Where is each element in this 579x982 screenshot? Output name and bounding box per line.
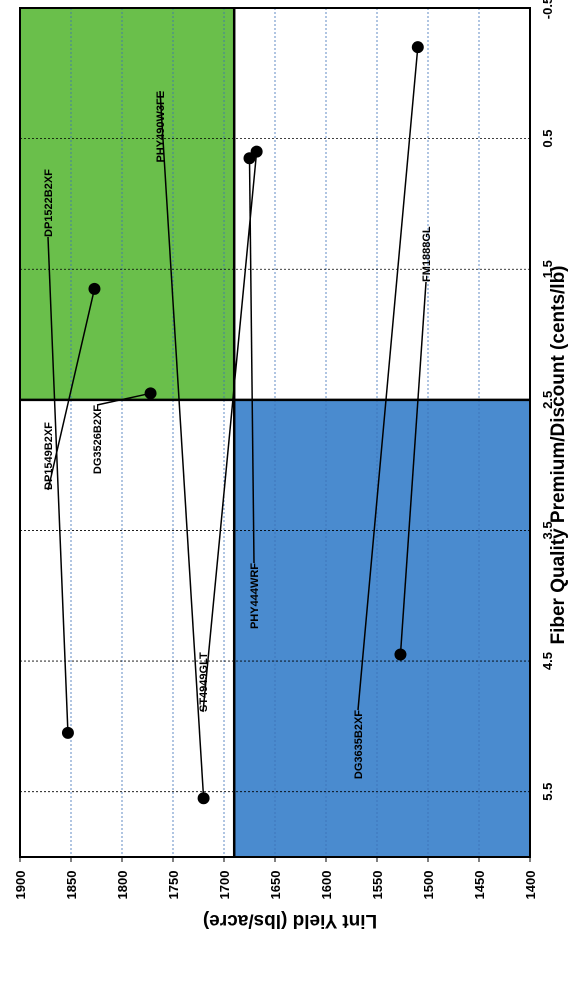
point-label: FM1888GL (421, 226, 433, 282)
y-tick-label: 1600 (319, 871, 334, 900)
leader-line (159, 90, 205, 799)
data-point (144, 387, 157, 400)
data-point (243, 152, 256, 165)
y-tick-label: 1500 (421, 871, 436, 900)
data-point (88, 282, 101, 295)
point-label: PHY444WRF (249, 563, 261, 629)
y-tick-label: 1900 (13, 871, 28, 900)
leader-line (357, 47, 419, 711)
x-tick-label: 5.5 (540, 783, 555, 801)
x-tick-label: 0.5 (540, 130, 555, 148)
point-label: DP1522B2XF (43, 169, 55, 237)
quadrant-low-yield-low-premium (234, 399, 530, 857)
leader-line (96, 392, 151, 406)
y-tick-label: 1400 (523, 871, 538, 900)
y-axis-title: Lint Yield (lbs/acre) (203, 910, 377, 931)
x-axis-title: Fiber Quality Premium/Discount (cents/lb… (548, 265, 569, 644)
x-tick-label: 1.5 (540, 260, 555, 278)
point-label: ST4949GLT (198, 652, 210, 712)
x-tick-label: -0.5 (540, 0, 555, 19)
plot-area: DG3635B2XF ST4949GLT PHY444WRF DP1549B2XF DG… (19, 7, 531, 858)
quadrant-high-yield-high-premium (20, 8, 235, 400)
y-tick-label: 1750 (166, 871, 181, 900)
leader-line (248, 158, 255, 564)
leader-line (202, 151, 258, 713)
point-label: DG3526B2XF (92, 405, 104, 474)
data-point (411, 41, 424, 54)
y-tick-label: 1650 (268, 871, 283, 900)
x-tick-label: 4.5 (540, 652, 555, 670)
point-label: DP1549B2XF (43, 422, 55, 490)
y-tick-label: 1850 (64, 871, 79, 900)
x-tick-label: 3.5 (540, 521, 555, 539)
y-tick-label: 1700 (217, 871, 232, 900)
x-tick-label: 2.5 (540, 391, 555, 409)
point-label: DG3635B2XF (353, 710, 365, 779)
axes: 1400 1450 1500 1550 1600 1650 1700 1750 1800 1850… (13, 0, 555, 899)
data-point (197, 792, 210, 805)
point-label: PHY490W3FE (155, 91, 167, 163)
y-tick-label: 1550 (370, 871, 385, 900)
y-tick-label: 1450 (472, 871, 487, 900)
leader-line (47, 288, 96, 491)
data-point (394, 648, 407, 661)
leader-line (399, 281, 427, 655)
leader-line (47, 236, 69, 733)
y-tick-label: 1800 (115, 871, 130, 900)
data-point (61, 726, 74, 739)
